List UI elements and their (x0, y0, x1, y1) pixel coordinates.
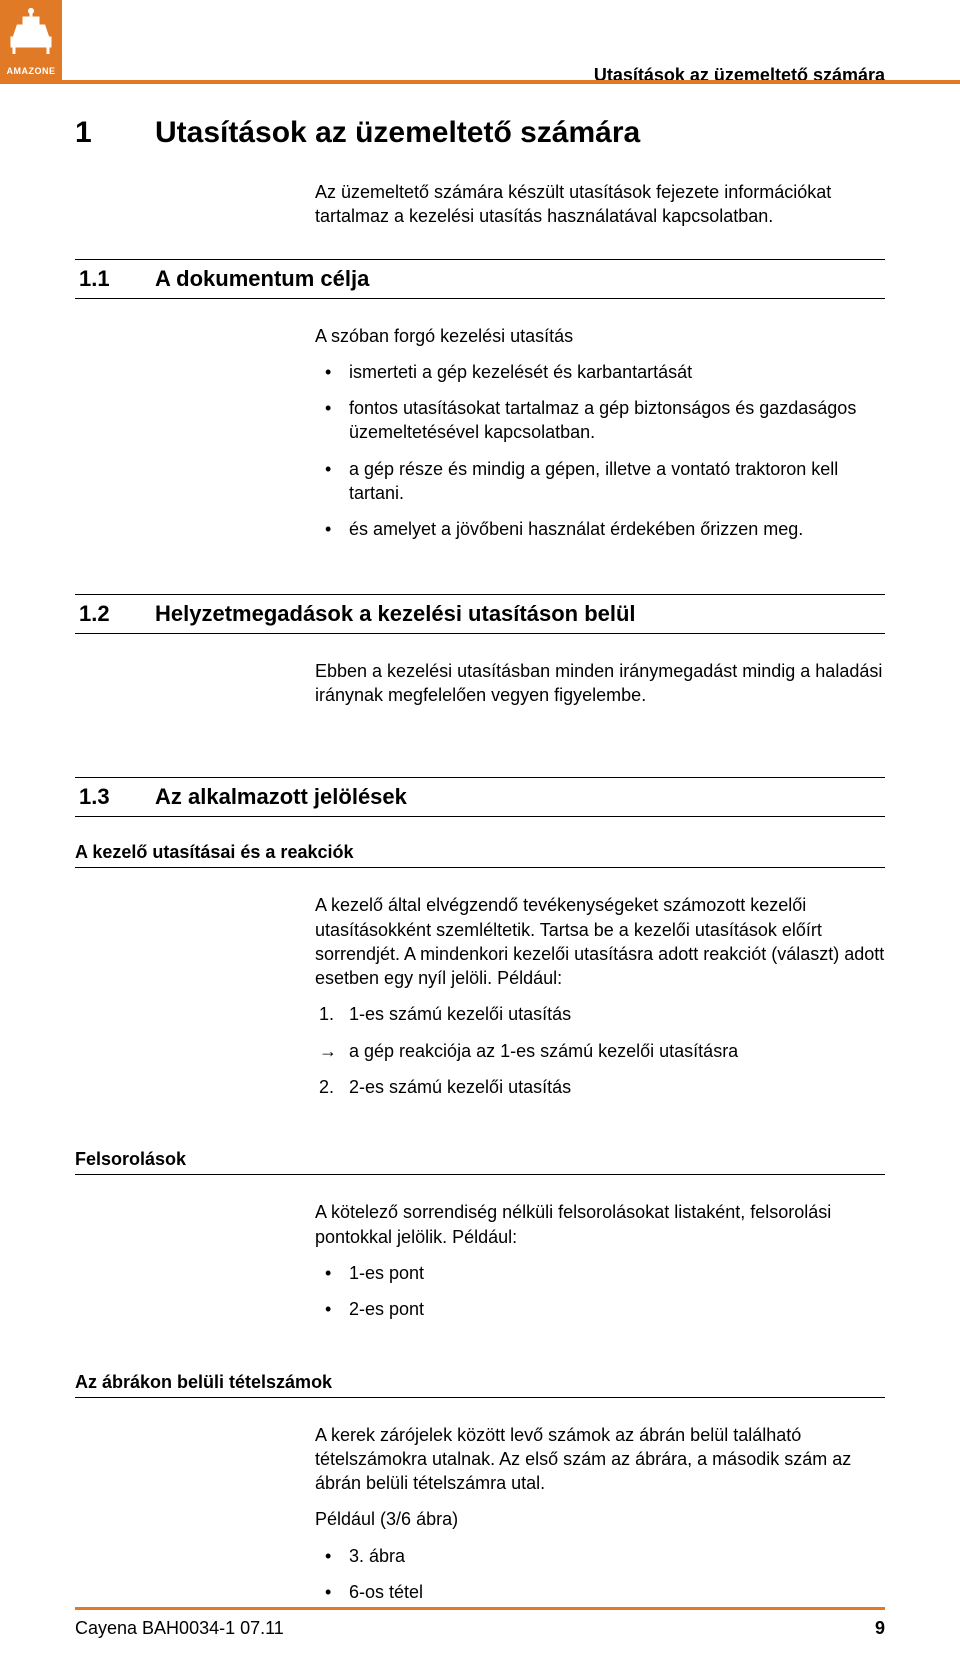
list-item: 1-es pont (315, 1261, 885, 1285)
section-1-3-sub2-body: A kötelező sorrendiség nélküli felsorolá… (315, 1200, 885, 1249)
list-item: → a gép reakciója az 1-es számú kezelői u… (315, 1039, 885, 1063)
section-1-3-number: 1.3 (75, 784, 155, 810)
section-1-3-sub3-example: Például (3/6 ábra) (315, 1507, 885, 1531)
page-footer: Cayena BAH0034-1 07.11 9 (75, 1607, 885, 1639)
section-1-3-sub3-bullets: 3. ábra 6-os tétel (315, 1544, 885, 1605)
section-1-title: Utasítások az üzemeltető számára (155, 116, 640, 150)
footer-page-number: 9 (875, 1618, 885, 1639)
brand-logo: AMAZONE (0, 0, 62, 80)
section-1-2-number: 1.2 (75, 601, 155, 627)
logo-brand-text: AMAZONE (0, 62, 62, 80)
logo-mark (0, 0, 62, 62)
section-1-3-sub2-heading: Felsorolások (75, 1149, 885, 1175)
logo-glyph-icon (8, 6, 54, 56)
list-item: 1. 1-es számú kezelői utasítás (315, 1002, 885, 1026)
section-1-2-title: Helyzetmegadások a kezelési utasításon b… (155, 601, 636, 627)
list-item: ismerteti a gép kezelését és karbantartá… (315, 360, 885, 384)
section-1-1-bullets: ismerteti a gép kezelését és karbantartá… (315, 360, 885, 542)
section-1-3-heading: 1.3 Az alkalmazott jelölések (75, 777, 885, 817)
section-1-3-title: Az alkalmazott jelölések (155, 784, 407, 810)
header-rule (0, 80, 960, 84)
section-1-3-sub3-heading: Az ábrákon belüli tételszámok (75, 1372, 885, 1398)
section-1-heading: 1 Utasítások az üzemeltető számára (75, 116, 885, 150)
section-1-3-sub1-list: 1. 1-es számú kezelői utasítás → a gép rea… (315, 1002, 885, 1099)
list-marker: 2. (319, 1075, 334, 1099)
section-1-1-intro: A szóban forgó kezelési utasítás (315, 324, 885, 348)
list-marker: 1. (319, 1002, 334, 1026)
section-1-3-sub3-body: A kerek zárójelek között levő számok az … (315, 1423, 885, 1496)
section-1-1-title: A dokumentum célja (155, 266, 369, 292)
section-1-3-sub1-heading: A kezelő utasításai és a reakciók (75, 842, 885, 868)
list-item: 2-es pont (315, 1297, 885, 1321)
list-item: 3. ábra (315, 1544, 885, 1568)
list-text: 1-es számú kezelői utasítás (349, 1004, 571, 1024)
list-item: a gép része és mindig a gépen, illetve a… (315, 457, 885, 506)
list-item: 6-os tétel (315, 1580, 885, 1604)
section-1-1-number: 1.1 (75, 266, 155, 292)
section-1-1-heading: 1.1 A dokumentum célja (75, 259, 885, 299)
section-1-3-sub1-body: A kezelő által elvégzendő tevékenységeke… (315, 893, 885, 990)
section-1-2-body: Ebben a kezelési utasításban minden irán… (315, 659, 885, 708)
list-item: és amelyet a jövőbeni használat érdekébe… (315, 517, 885, 541)
list-text: a gép reakciója az 1-es számú kezelői ut… (349, 1041, 738, 1061)
section-1-number: 1 (75, 116, 155, 150)
section-1-3-sub2-bullets: 1-es pont 2-es pont (315, 1261, 885, 1322)
section-1-2-heading: 1.2 Helyzetmegadások a kezelési utasítás… (75, 594, 885, 634)
list-item: fontos utasításokat tartalmaz a gép bizt… (315, 396, 885, 445)
list-item: 2. 2-es számú kezelői utasítás (315, 1075, 885, 1099)
list-text: 2-es számú kezelői utasítás (349, 1077, 571, 1097)
section-1-intro: Az üzemeltető számára készült utasítások… (315, 180, 885, 229)
list-marker: → (319, 1039, 337, 1063)
footer-doc-id: Cayena BAH0034-1 07.11 (75, 1618, 284, 1639)
